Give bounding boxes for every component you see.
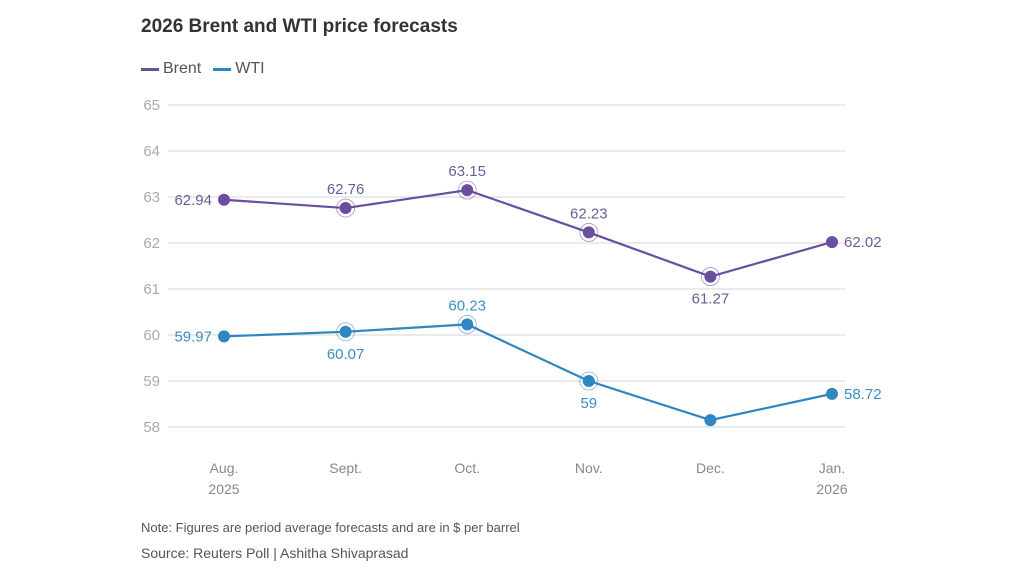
legend-item-brent: Brent: [141, 60, 201, 78]
data-label-brent: 61.27: [692, 291, 730, 308]
legend-swatch-brent: [141, 67, 159, 71]
data-point-brent: [339, 202, 352, 215]
y-tick-label: 62: [143, 235, 160, 252]
x-tick-label: Aug.: [210, 460, 239, 476]
y-tick-label: 63: [143, 189, 160, 206]
x-tick-label: Nov.: [575, 460, 603, 476]
point-halo: [579, 223, 599, 242]
series-line-brent: [223, 188, 833, 278]
legend-label-brent: Brent: [163, 60, 202, 77]
x-tick-label-year: 2025: [208, 481, 239, 497]
point-halo: [457, 180, 477, 200]
point-halo: [336, 322, 356, 342]
data-point-wti: [704, 414, 717, 427]
data-point-wti: [826, 387, 838, 400]
data-point-brent: [218, 193, 230, 206]
chart-note: Note: Figures are period average forecas…: [141, 520, 520, 535]
y-tick-label: 64: [143, 143, 160, 160]
y-tick-label: 61: [143, 281, 160, 298]
point-halo: [701, 267, 720, 286]
legend-label-wti: WTI: [235, 60, 265, 77]
data-label-brent: 63.15: [448, 163, 486, 180]
x-tick-label: Dec.: [696, 460, 725, 476]
data-point-wti: [218, 330, 230, 343]
data-label-brent: 62.02: [844, 234, 882, 251]
point-halo: [336, 198, 356, 218]
data-label-wti: 59: [580, 395, 597, 412]
point-halo: [457, 315, 477, 334]
y-tick-label: 59: [143, 373, 160, 390]
y-tick-label: 60: [143, 327, 160, 344]
y-tick-label: 58: [143, 419, 160, 436]
data-point-wti: [339, 325, 352, 338]
data-point-wti: [461, 318, 474, 331]
data-label-brent: 62.76: [327, 181, 365, 198]
data-label-wti: 59.97: [174, 328, 212, 345]
x-tick-label: Sept.: [329, 460, 362, 476]
data-label-brent: 62.94: [174, 192, 212, 209]
data-point-brent: [461, 184, 474, 197]
legend-item-wti: WTI: [213, 60, 265, 78]
point-halo: [579, 371, 599, 391]
x-tick-label: Jan.: [819, 460, 845, 476]
data-point-brent: [704, 270, 717, 283]
series-line-wti: [223, 323, 833, 422]
legend-swatch-wti: [213, 67, 232, 71]
chart-title: 2026 Brent and WTI price forecasts: [141, 16, 458, 37]
data-label-brent: 62.23: [570, 205, 608, 222]
data-point-wti: [582, 375, 595, 387]
chart-source: Source: Reuters Poll | Ashitha Shivapras…: [141, 545, 409, 561]
data-point-brent: [826, 236, 838, 249]
data-label-wti: 60.07: [327, 346, 365, 363]
data-label-wti: 58.72: [844, 386, 882, 403]
data-label-wti: 60.23: [448, 297, 486, 314]
x-tick-label-year: 2026: [816, 481, 847, 497]
y-tick-label: 65: [143, 97, 160, 114]
data-point-brent: [582, 226, 595, 239]
legend: Brent WTI: [141, 60, 265, 78]
x-tick-label: Oct.: [454, 460, 480, 476]
